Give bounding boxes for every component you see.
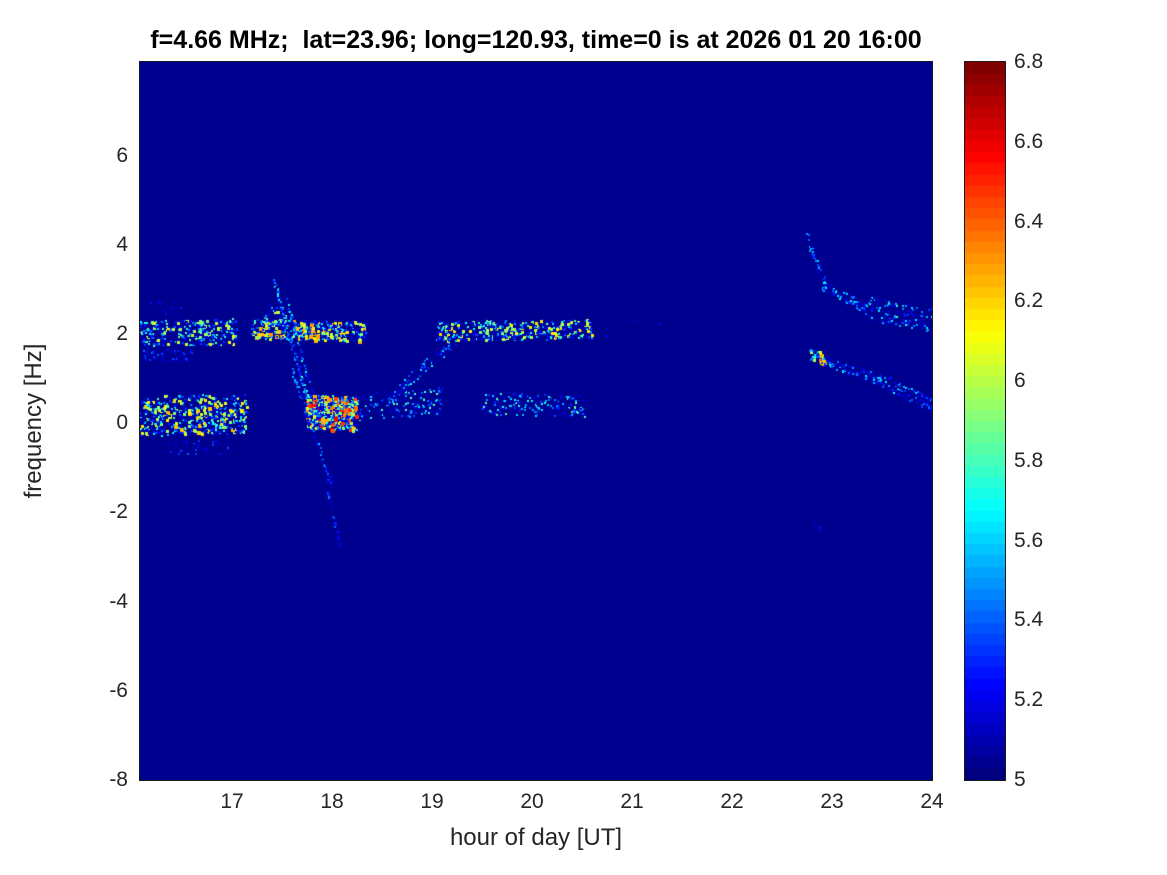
heatmap-canvas <box>139 61 933 781</box>
x-tick-label: 22 <box>720 790 744 813</box>
x-tick-label: 17 <box>220 790 244 813</box>
y-axis-label: frequency [Hz] <box>20 343 47 499</box>
plot-title: f=4.66 MHz; lat=23.96; long=120.93, time… <box>150 26 922 54</box>
y-tick-label: 4 <box>116 232 128 256</box>
x-tick-label: 20 <box>520 790 544 813</box>
colorbar-tick-label: 5.8 <box>1014 448 1044 472</box>
colorbar-tick-label: 5.4 <box>1014 608 1044 632</box>
colorbar-tick-label: 6 <box>1014 369 1026 393</box>
colorbar-tick-label: 6.6 <box>1014 129 1044 153</box>
x-axis-label: hour of day [UT] <box>449 824 623 851</box>
y-tick-label: 0 <box>116 411 128 435</box>
colorbar-tick-label: 6.4 <box>1014 209 1044 233</box>
colorbar-tick-label: 5.2 <box>1014 688 1044 712</box>
x-tick-label: 18 <box>320 790 344 813</box>
colorbar-tick-label: 6.8 <box>1014 50 1044 73</box>
x-tick-label: 21 <box>620 790 644 813</box>
y-tick-label: -4 <box>109 589 128 613</box>
y-tick-label: -6 <box>109 678 128 702</box>
colorbar-tick-label: 5 <box>1014 768 1026 791</box>
y-tick-label: -2 <box>109 500 128 524</box>
y-tick-label: 6 <box>116 143 128 167</box>
x-tick-label: 24 <box>920 790 944 813</box>
y-tick-label: -8 <box>109 768 128 791</box>
x-tick-label: 19 <box>420 790 444 813</box>
x-tick-label: 23 <box>820 790 844 813</box>
colorbar-tick-label: 6.2 <box>1014 289 1044 313</box>
colorbar-tick-label: 5.6 <box>1014 528 1044 552</box>
y-tick-label: 2 <box>116 322 128 346</box>
colorbar <box>964 61 1006 781</box>
